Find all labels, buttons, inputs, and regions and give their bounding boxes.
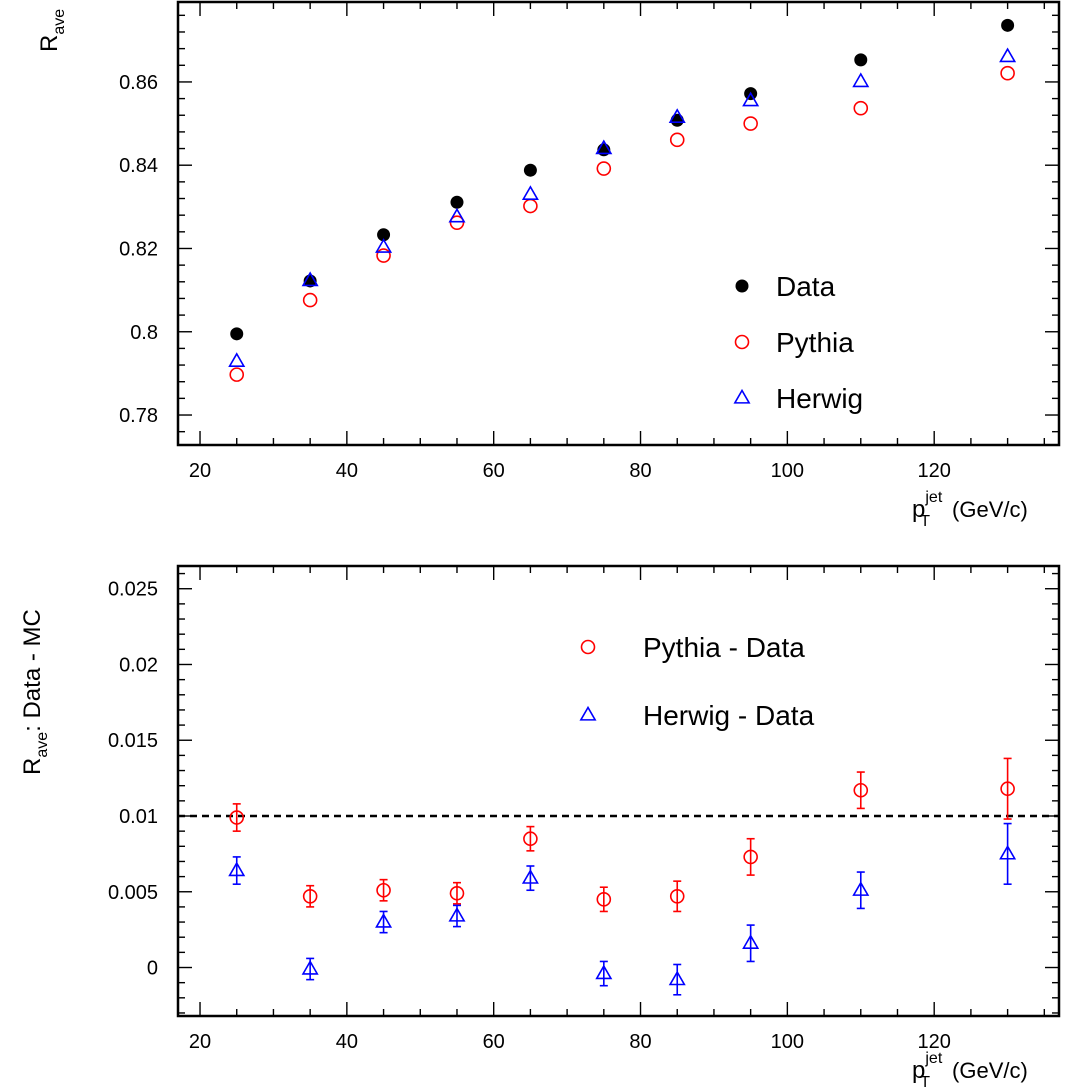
data-point [1001,18,1015,32]
pythia-point [596,161,612,176]
top-y-axis-title: Rave [36,9,68,52]
pythia-point [743,116,758,131]
bottom-x-tick-label: 80 [629,1031,651,1053]
top-panel: 20 40 60 80 100 120 0.78 0.8 0.82 0.84 0.86 Data Py… [36,0,1061,530]
herwig-point [852,72,870,88]
top-x-tick-label: 100 [771,460,804,482]
herwig-data-point [595,964,613,980]
herwig-point [301,271,319,287]
top-axis-ticks [178,2,1059,445]
herwig-point [742,91,760,107]
bottom-y-tick-label: 0.015 [108,730,158,752]
bottom-panel: 20 40 60 80 100 120 0 0.005 0.01 0.015 0.02 0.025 P… [19,564,1061,1091]
herwig-point [375,238,393,253]
pythia-data-point [596,892,612,907]
herwig-point [999,47,1017,63]
pythia-data-point [743,849,758,865]
legend-label-data: Data [776,271,836,302]
pythia-point [229,367,245,382]
legend-marker-data [735,279,749,293]
top-y-tick-label: 0.82 [119,238,158,260]
bottom-x-tick-label: 60 [483,1031,505,1053]
bottom-y-tick-label: 0 [147,958,158,980]
bottom-y-axis-title: Rave: Data - MC [19,609,51,775]
herwig-data-point [668,970,686,986]
top-x-tick-label: 80 [629,460,651,482]
data-point [377,228,391,242]
top-x-tick-label: 40 [336,460,358,482]
legend-marker-pythia [734,334,750,350]
herwig-data-point [742,934,760,949]
top-x-axis-title: pjet T (GeV/c) [912,489,1028,530]
bottom-tick-labels: 20 40 60 80 100 120 0 0.005 0.01 0.015 0.02 0.025 [108,579,951,1053]
pythia-data-point [1000,781,1015,797]
pythia-data-point [449,885,465,901]
legend-label-herwig: Herwig [776,383,863,414]
top-y-tick-label: 0.78 [119,405,158,427]
herwig-data-point [999,844,1017,860]
herwig-data-point [301,959,319,975]
herwig-point [595,139,613,155]
bottom-x-axis-title: pjet T (GeV/c) [912,1050,1028,1091]
top-x-tick-label: 60 [483,460,505,482]
top-plot-frame [176,0,1061,447]
bottom-x-tick-label: 40 [336,1031,358,1053]
bottom-y-tick-label: 0.02 [119,654,158,676]
pythia-point [1000,65,1015,81]
bottom-y-tick-label: 0.005 [108,882,158,904]
herwig-point [521,185,539,201]
legend-label-pythia: Pythia [776,327,854,358]
herwig-data-point [228,861,246,877]
bottom-plot-marks [178,757,1059,996]
top-y-tick-label: 0.8 [130,322,158,344]
bottom-x-tick-label: 100 [771,1031,804,1053]
pythia-point [523,198,538,214]
legend-label-herwig-data: Herwig - Data [643,700,815,731]
data-point [523,163,537,177]
data-point [230,327,244,341]
pythia-data-point [376,882,391,898]
legend-marker-herwig [733,388,751,404]
data-point [670,113,684,127]
herwig-data-point [521,869,539,884]
legend-marker-herwig-data [579,705,597,721]
pythia-data-point [523,831,538,847]
pythia-data-point [229,810,245,825]
top-tick-labels: 20 40 60 80 100 120 0.78 0.8 0.82 0.84 0.86 [119,72,951,482]
pythia-data-point [669,889,685,904]
bottom-plot-frame [176,564,1061,1018]
pythia-point [302,292,318,308]
bottom-axis-ticks [178,566,1059,1016]
bottom-x-tick-label: 20 [189,1031,211,1053]
pythia-point [449,215,465,230]
pythia-point [376,248,391,263]
top-legend: Data Pythia Herwig [733,271,863,414]
top-plot-marks [228,18,1017,382]
bottom-y-tick-label: 0.025 [108,579,158,601]
legend-marker-pythia-data [580,639,596,655]
bottom-legend: Pythia - Data Herwig - Data [579,632,815,731]
data-point [854,53,868,67]
herwig-data-point [448,906,466,922]
data-point [450,195,464,209]
herwig-point [228,352,246,367]
top-x-tick-label: 20 [189,460,211,482]
herwig-point [668,108,686,124]
herwig-data-point [852,881,870,896]
pythia-point [853,100,869,116]
bottom-x-tick-label: 120 [918,1031,951,1053]
top-y-tick-label: 0.84 [119,155,158,177]
bottom-y-tick-label: 0.01 [119,806,158,828]
pythia-data-point [302,889,318,904]
legend-label-pythia-data: Pythia - Data [643,632,805,663]
herwig-data-point [375,912,393,928]
pythia-data-point [853,782,869,798]
herwig-point [448,207,466,223]
top-y-tick-label: 0.86 [119,72,158,94]
pythia-point [669,132,685,148]
top-x-tick-label: 120 [918,460,951,482]
